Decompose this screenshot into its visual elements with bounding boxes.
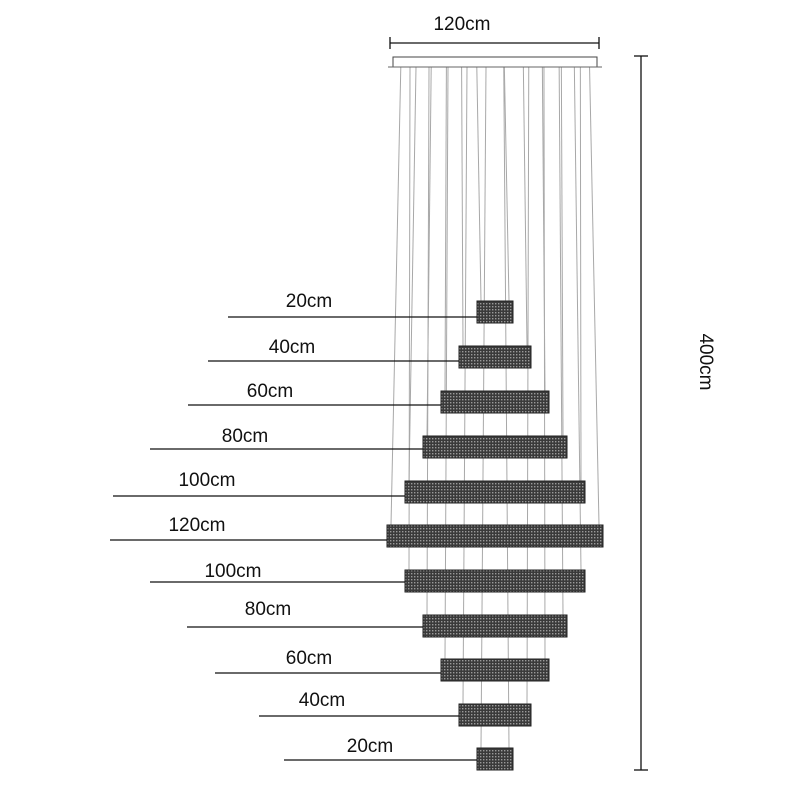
crystal-bar <box>386 524 604 548</box>
tier-label: 20cm <box>286 291 332 312</box>
tier-label: 40cm <box>269 337 315 358</box>
ceiling-canopy <box>392 56 598 68</box>
height-dimension: 400cm <box>634 55 716 771</box>
tier-10: 40cm <box>259 690 532 727</box>
tier-label: 20cm <box>347 736 393 757</box>
wire <box>543 66 546 660</box>
tier-8: 80cm <box>187 599 568 638</box>
tier-label: 40cm <box>299 690 345 711</box>
wire <box>461 66 464 347</box>
tier-2: 40cm <box>208 337 532 369</box>
wire <box>390 66 402 526</box>
tier-label: 60cm <box>247 381 293 402</box>
tier-6: 120cm <box>110 515 604 548</box>
wire <box>426 66 430 616</box>
tier-label: 100cm <box>204 561 261 582</box>
crystal-bar <box>422 614 568 638</box>
crystal-tiers: 20cm 40cm 60cm 80cm 100cm 120cm 100cm 80cm 60cm 4… <box>110 291 604 771</box>
tier-label: 100cm <box>178 470 235 491</box>
wire <box>558 66 564 616</box>
tier-label: 120cm <box>168 515 225 536</box>
tier-label: 60cm <box>286 648 332 669</box>
wire <box>503 66 510 302</box>
wire <box>579 66 582 482</box>
crystal-bar <box>476 300 514 324</box>
crystal-bar <box>458 703 532 727</box>
wire <box>476 66 482 302</box>
crystal-bar <box>476 747 514 771</box>
crystal-bar <box>422 435 568 459</box>
wire <box>408 66 417 482</box>
top-width-label: 120cm <box>433 14 490 35</box>
crystal-bar <box>404 569 586 593</box>
tier-label: 80cm <box>222 426 268 447</box>
wire <box>589 66 600 526</box>
wire <box>444 66 447 392</box>
tier-4: 80cm <box>150 426 568 459</box>
crystal-bar <box>440 658 550 682</box>
tier-3: 60cm <box>188 381 550 414</box>
wire <box>522 66 528 347</box>
tier-9: 60cm <box>215 648 550 682</box>
wire <box>560 66 564 437</box>
tier-5: 100cm <box>113 470 586 504</box>
tier-7: 100cm <box>150 561 586 593</box>
crystal-bar <box>440 390 550 414</box>
tier-1: 20cm <box>228 291 514 324</box>
crystal-bar <box>404 480 586 504</box>
top-width-dimension: 120cm <box>389 14 600 49</box>
wire <box>462 66 468 705</box>
tier-label: 80cm <box>245 599 291 620</box>
height-label: 400cm <box>695 333 716 390</box>
wire <box>444 66 449 660</box>
wire <box>526 66 530 705</box>
tier-11: 20cm <box>284 736 514 771</box>
crystal-bar <box>458 345 532 369</box>
